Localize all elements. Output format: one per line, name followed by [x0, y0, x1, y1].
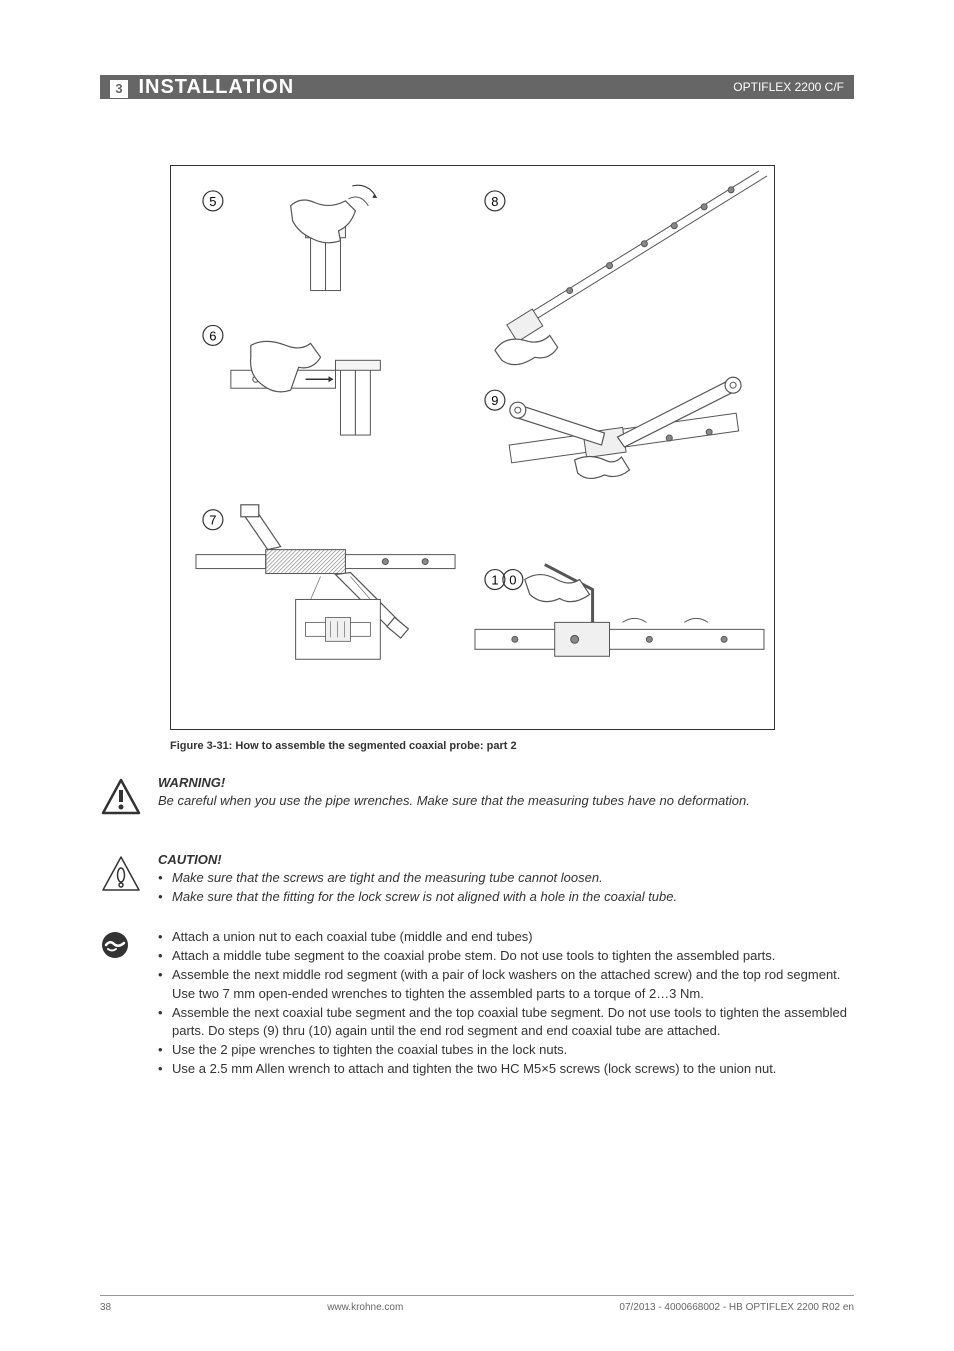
svg-text:6: 6: [209, 328, 216, 343]
step-item: Assemble the next coaxial tube segment a…: [158, 1004, 854, 1040]
header-left: 3 INSTALLATION: [110, 76, 294, 99]
warning-section: WARNING! Be careful when you use the pip…: [100, 775, 854, 810]
step-item: Attach a union nut to each coaxial tube …: [158, 928, 854, 946]
svg-text:5: 5: [209, 194, 216, 209]
caution-list: Make sure that the screws are tight and …: [158, 869, 854, 906]
section-number: 3: [110, 80, 128, 98]
section-title: INSTALLATION: [138, 76, 294, 98]
caution-item: Make sure that the fitting for the lock …: [158, 888, 854, 906]
action-icon: [100, 930, 130, 960]
warning-icon: [100, 777, 142, 819]
model-name: OPTIFLEX 2200 C/F: [733, 80, 844, 94]
step-item: Attach a middle tube segment to the coax…: [158, 947, 854, 965]
steps-section: Attach a union nut to each coaxial tube …: [100, 928, 854, 1080]
step-item: Use the 2 pipe wrenches to tighten the c…: [158, 1041, 854, 1059]
page-number: 38: [100, 1302, 111, 1313]
svg-text:1: 1: [491, 573, 498, 588]
warning-text: Be careful when you use the pipe wrenche…: [158, 792, 854, 810]
svg-text:7: 7: [209, 513, 216, 528]
warning-heading: WARNING!: [158, 775, 854, 790]
header-bar: 3 INSTALLATION OPTIFLEX 2200 C/F: [100, 75, 854, 99]
caution-item: Make sure that the screws are tight and …: [158, 869, 854, 887]
footer-url: www.krohne.com: [327, 1302, 403, 1313]
assembly-diagram: 5 6 7: [171, 166, 774, 729]
step-item: Use a 2.5 mm Allen wrench to attach and …: [158, 1060, 854, 1078]
caution-icon: [100, 854, 142, 896]
caution-section: CAUTION! Make sure that the screws are t…: [100, 852, 854, 907]
svg-text:8: 8: [491, 194, 498, 209]
caution-heading: CAUTION!: [158, 852, 854, 867]
svg-text:0: 0: [509, 573, 516, 588]
svg-text:9: 9: [491, 393, 498, 408]
figure-caption: Figure 3-31: How to assemble the segment…: [170, 740, 517, 752]
steps-list: Attach a union nut to each coaxial tube …: [158, 928, 854, 1079]
step-item: Assemble the next middle rod segment (wi…: [158, 966, 854, 1002]
footer-doc: 07/2013 - 4000668002 - HB OPTIFLEX 2200 …: [619, 1302, 854, 1313]
footer: 38 www.krohne.com 07/2013 - 4000668002 -…: [100, 1295, 854, 1313]
figure-diagram: 5 6 7: [170, 165, 775, 730]
